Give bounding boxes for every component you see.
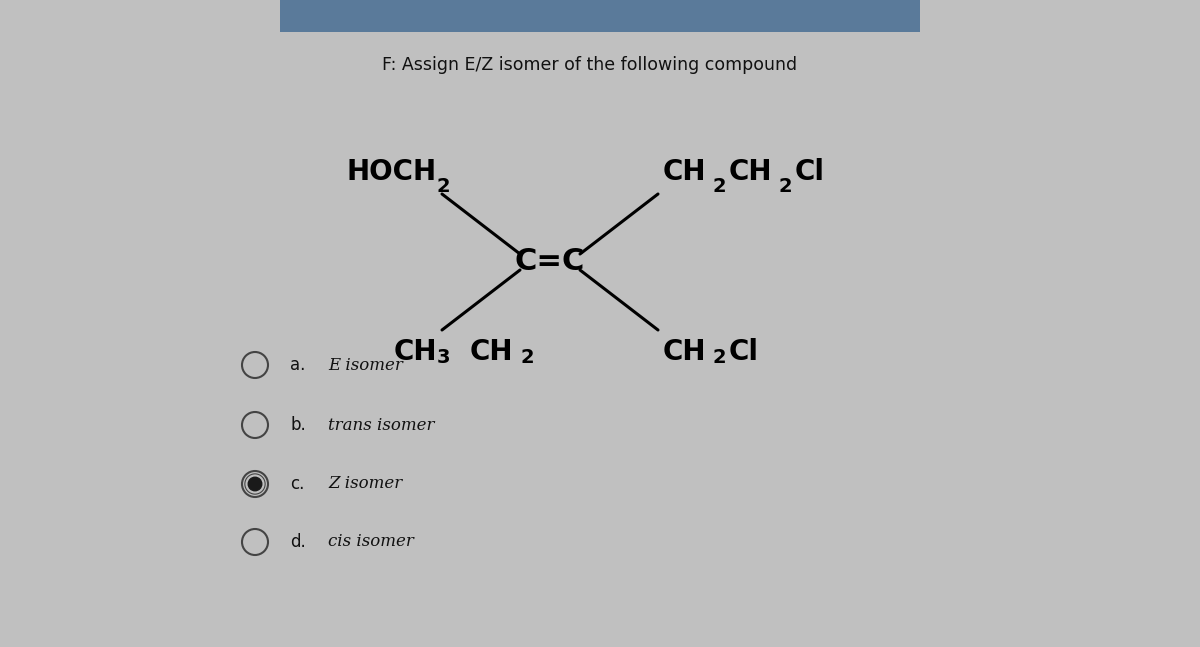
Text: cis isomer: cis isomer bbox=[328, 534, 414, 551]
Text: 2: 2 bbox=[713, 177, 727, 196]
Text: 2: 2 bbox=[779, 177, 793, 196]
Text: CH: CH bbox=[730, 158, 773, 186]
Text: C=C: C=C bbox=[515, 248, 586, 276]
Text: F: Assign E/Z isomer of the following compound: F: Assign E/Z isomer of the following co… bbox=[383, 56, 798, 74]
Text: 2: 2 bbox=[437, 177, 451, 196]
Text: a.: a. bbox=[290, 356, 305, 374]
Text: c.: c. bbox=[290, 475, 305, 493]
Text: 2: 2 bbox=[713, 348, 727, 367]
Text: d.: d. bbox=[290, 533, 306, 551]
Text: Z isomer: Z isomer bbox=[328, 476, 402, 492]
Text: CH: CH bbox=[394, 338, 437, 366]
Text: Cl: Cl bbox=[796, 158, 826, 186]
Circle shape bbox=[248, 477, 262, 491]
Text: trans isomer: trans isomer bbox=[328, 417, 434, 433]
Text: CH: CH bbox=[470, 338, 514, 366]
Text: b.: b. bbox=[290, 416, 306, 434]
Text: CH: CH bbox=[662, 338, 707, 366]
Text: Cl: Cl bbox=[730, 338, 760, 366]
Text: CH: CH bbox=[662, 158, 707, 186]
Bar bbox=[280, 0, 920, 32]
Text: 2: 2 bbox=[520, 348, 534, 367]
Text: 3: 3 bbox=[437, 348, 450, 367]
Text: E isomer: E isomer bbox=[328, 356, 403, 373]
Text: HOCH: HOCH bbox=[347, 158, 437, 186]
